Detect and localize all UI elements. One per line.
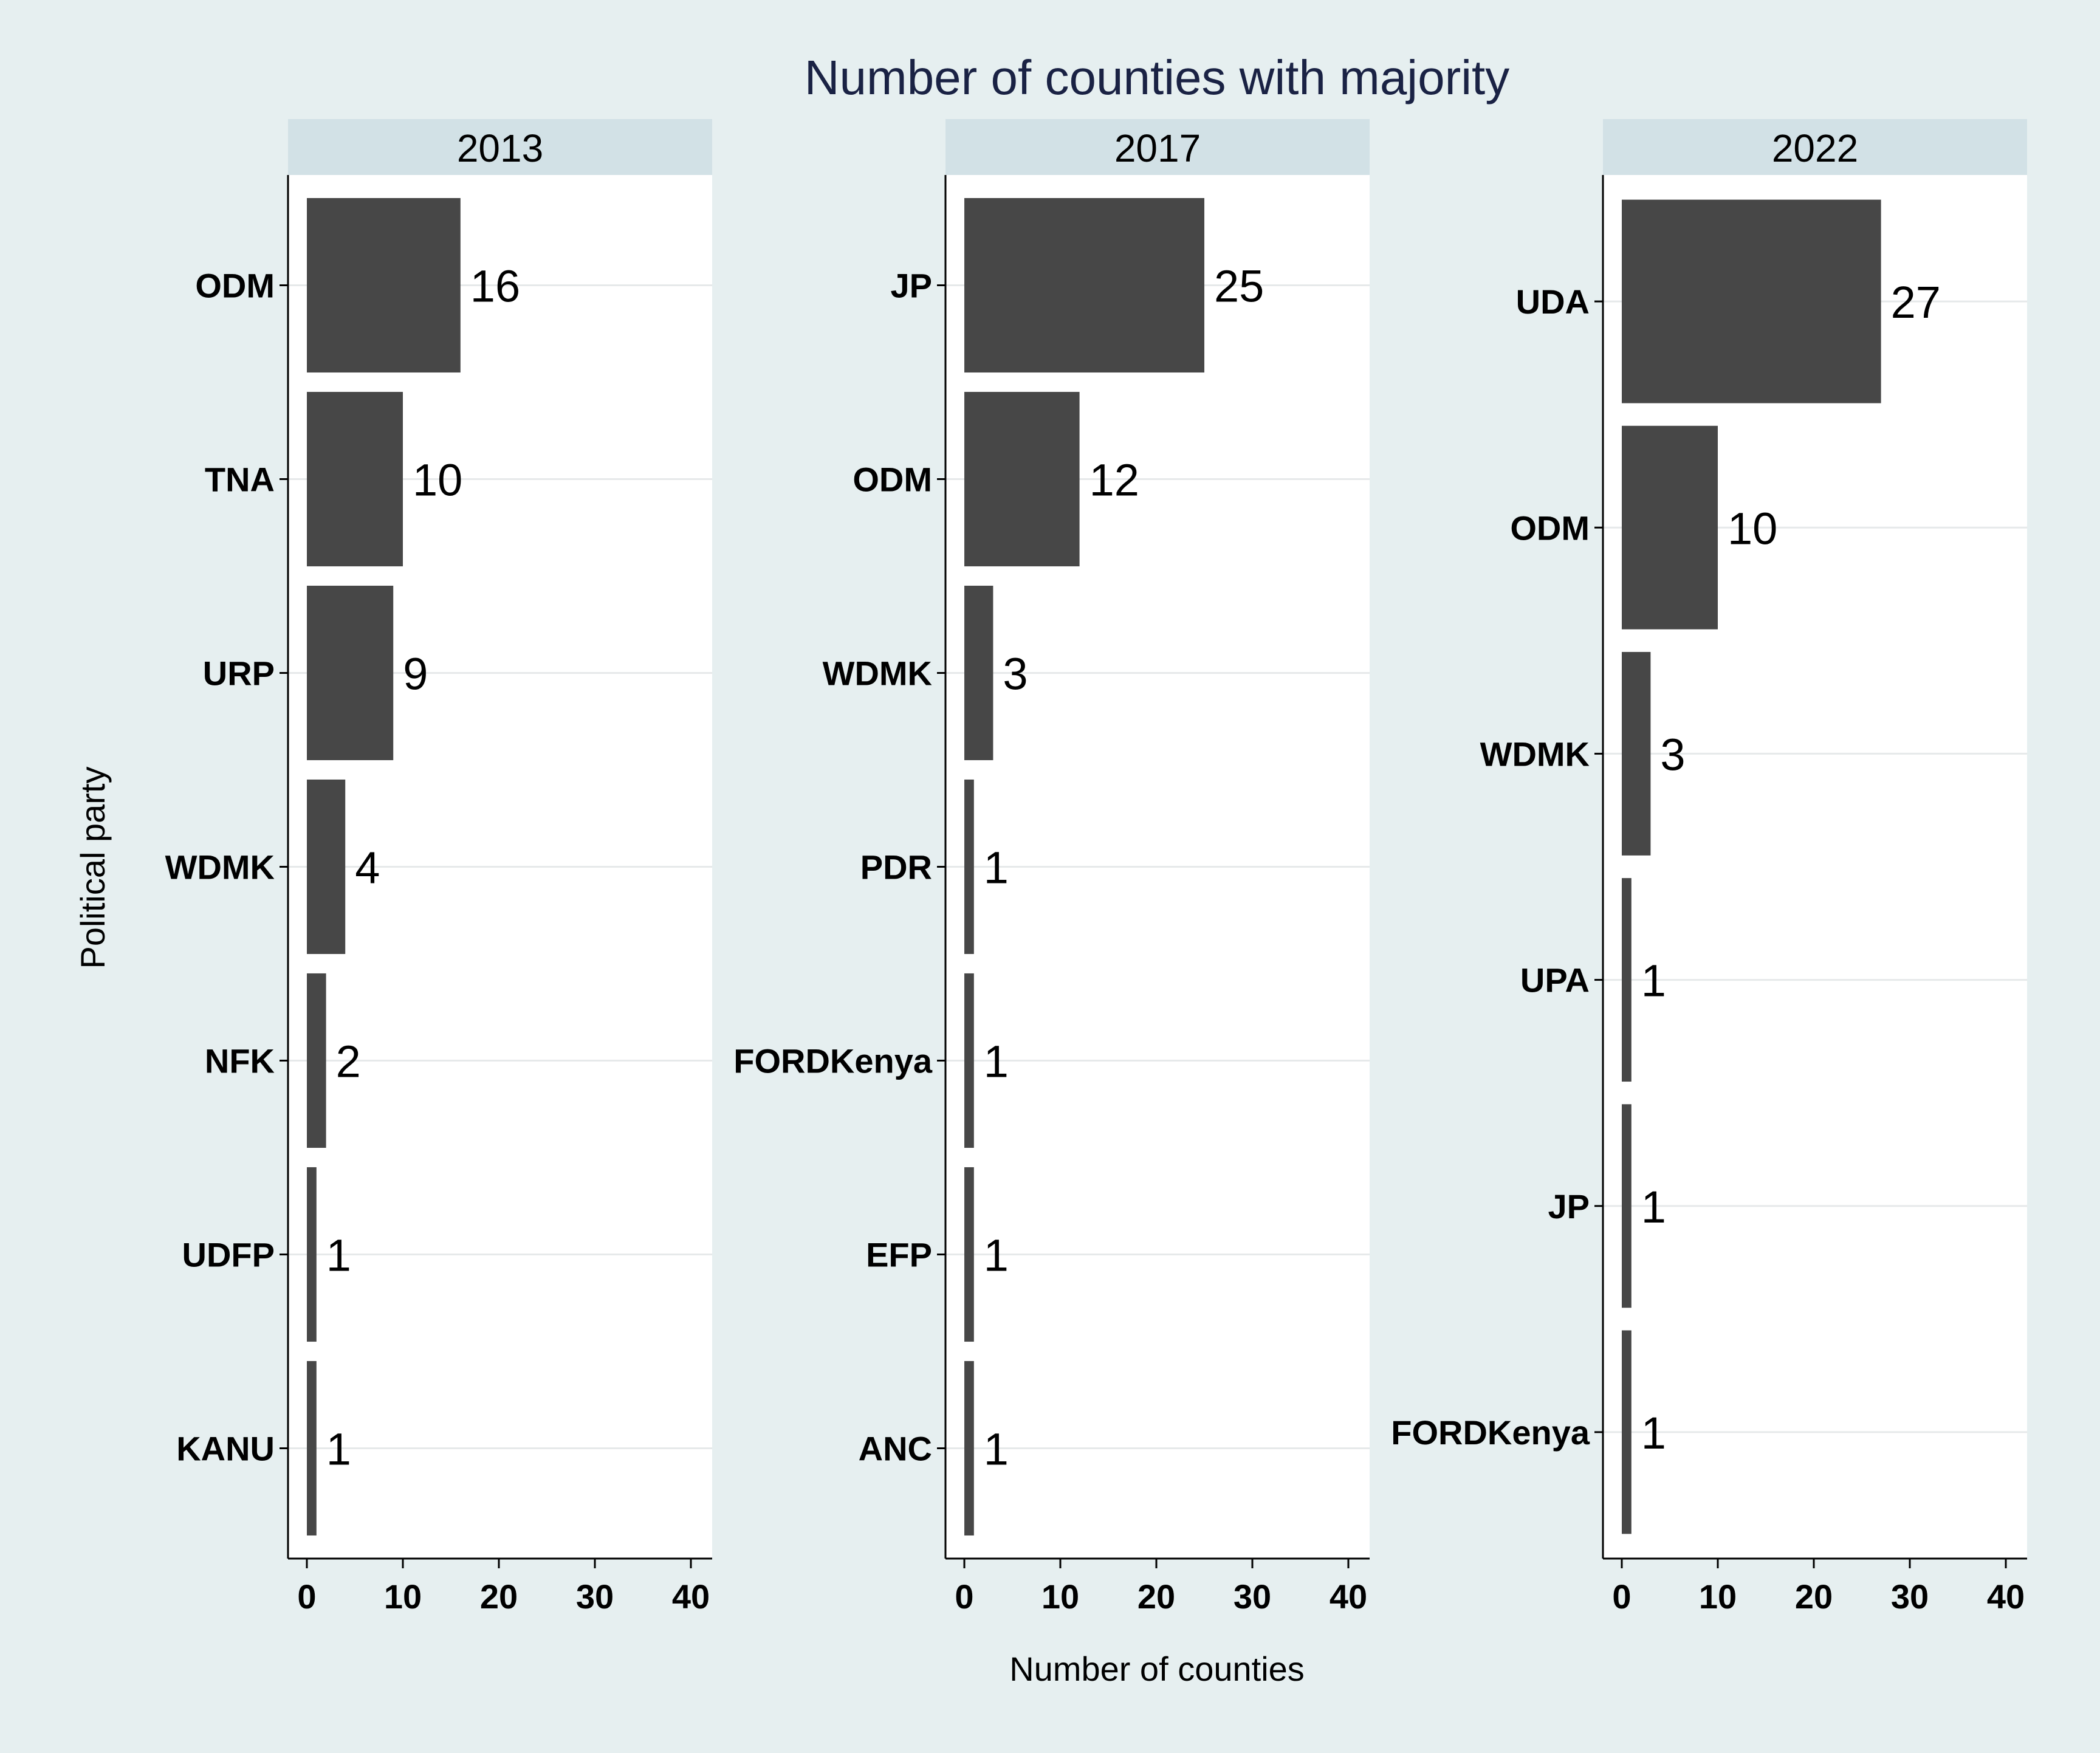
- panel-strip: [288, 119, 712, 175]
- panel-strip: [1603, 119, 2027, 175]
- category-label: UDFP: [182, 1236, 275, 1274]
- bar-FORDKenya: [964, 973, 974, 1148]
- panel-strip: [945, 119, 1370, 175]
- y-axis-title: Political party: [74, 766, 112, 969]
- panel-strip-label: 2022: [1772, 126, 1858, 170]
- category-label: PDR: [860, 848, 932, 887]
- bar-KANU: [307, 1360, 317, 1536]
- x-tick-label: 0: [955, 1577, 973, 1616]
- bar-URP: [307, 585, 394, 761]
- bar-JP: [964, 197, 1204, 373]
- data-label: 9: [403, 649, 428, 699]
- x-tick-label: 40: [672, 1577, 710, 1616]
- bar-NFK: [307, 973, 326, 1148]
- category-label: EFP: [866, 1236, 932, 1274]
- category-label: URP: [203, 654, 275, 693]
- x-tick-label: 10: [1041, 1577, 1079, 1616]
- bar-ANC: [964, 1360, 974, 1536]
- category-label: WDMK: [823, 654, 932, 693]
- data-label: 1: [984, 1424, 1009, 1475]
- panel-plot-area: [1603, 175, 2027, 1559]
- x-tick-label: 30: [1891, 1577, 1929, 1616]
- category-label: WDMK: [165, 848, 275, 887]
- bar-UPA: [1622, 878, 1632, 1082]
- x-tick-label: 20: [1795, 1577, 1833, 1616]
- category-label: ODM: [853, 461, 932, 499]
- data-label: 3: [1660, 729, 1685, 780]
- chart-title: Number of counties with majority: [805, 50, 1509, 105]
- data-label: 27: [1891, 277, 1941, 328]
- x-tick-label: 10: [1699, 1577, 1737, 1616]
- x-tick-label: 0: [1612, 1577, 1631, 1616]
- bar-PDR: [964, 779, 974, 955]
- category-label: JP: [891, 267, 933, 305]
- category-label: KANU: [176, 1430, 275, 1468]
- bar-FORDKenya: [1622, 1330, 1632, 1534]
- x-tick-label: 20: [1138, 1577, 1175, 1616]
- data-label: 12: [1089, 455, 1139, 506]
- bar-TNA: [307, 391, 403, 567]
- x-tick-label: 20: [480, 1577, 518, 1616]
- x-axis-title: Number of counties: [1009, 1650, 1305, 1688]
- category-label: NFK: [205, 1042, 275, 1080]
- category-label: WDMK: [1480, 735, 1590, 773]
- panel-strip-label: 2017: [1114, 126, 1201, 170]
- bar-JP: [1622, 1104, 1632, 1308]
- data-label: 2: [336, 1037, 361, 1087]
- data-label: 16: [470, 261, 520, 312]
- bar-WDMK: [1622, 651, 1651, 856]
- category-label: UDA: [1516, 283, 1590, 321]
- bar-EFP: [964, 1167, 974, 1342]
- data-label: 1: [326, 1424, 351, 1475]
- bar-ODM: [964, 391, 1080, 567]
- bar-ODM: [307, 197, 461, 373]
- x-tick-label: 0: [297, 1577, 316, 1616]
- data-label: 1: [1641, 1182, 1666, 1232]
- x-tick-label: 10: [384, 1577, 422, 1616]
- category-label: TNA: [205, 461, 275, 499]
- bar-WDMK: [307, 779, 346, 955]
- bar-ODM: [1622, 425, 1718, 630]
- x-tick-label: 30: [1234, 1577, 1271, 1616]
- data-label: 1: [1641, 1408, 1666, 1458]
- bar-UDFP: [307, 1167, 317, 1342]
- panel-strip-label: 2013: [457, 126, 543, 170]
- panel-2013: 2013 16 ODM 10 TNA 9 URP 4 WDMK 2 NFK 1 UDFP 1 KANU 0 10…: [165, 119, 712, 1616]
- category-label: ANC: [859, 1430, 932, 1468]
- data-label: 1: [1641, 956, 1666, 1006]
- data-label: 10: [413, 455, 462, 506]
- category-label: ODM: [195, 267, 275, 305]
- bar-WDMK: [964, 585, 993, 761]
- category-label: FORDKenya: [733, 1042, 933, 1080]
- x-tick-label: 30: [576, 1577, 614, 1616]
- data-label: 25: [1214, 261, 1264, 312]
- x-tick-label: 40: [1330, 1577, 1367, 1616]
- category-label: FORDKenya: [1391, 1413, 1590, 1452]
- data-label: 1: [326, 1230, 351, 1281]
- panel-2022: 2022 27 UDA 10 ODM 3 WDMK 1 UPA 1 JP 1 FORDKenya 0 10 2…: [1391, 119, 2027, 1616]
- data-label: 1: [984, 1037, 1009, 1087]
- data-label: 1: [984, 1230, 1009, 1281]
- panel-2017: 2017 25 JP 12 ODM 3 WDMK 1 PDR 1 FORDKenya 1 EFP 1 ANC…: [733, 119, 1370, 1616]
- data-label: 3: [1003, 649, 1028, 699]
- x-tick-label: 40: [1987, 1577, 2025, 1616]
- category-label: JP: [1548, 1187, 1590, 1226]
- category-label: ODM: [1510, 509, 1590, 547]
- bar-UDA: [1622, 199, 1881, 403]
- data-label: 4: [355, 843, 380, 893]
- data-label: 10: [1728, 503, 1777, 554]
- category-label: UPA: [1520, 961, 1590, 1000]
- data-label: 1: [984, 843, 1009, 893]
